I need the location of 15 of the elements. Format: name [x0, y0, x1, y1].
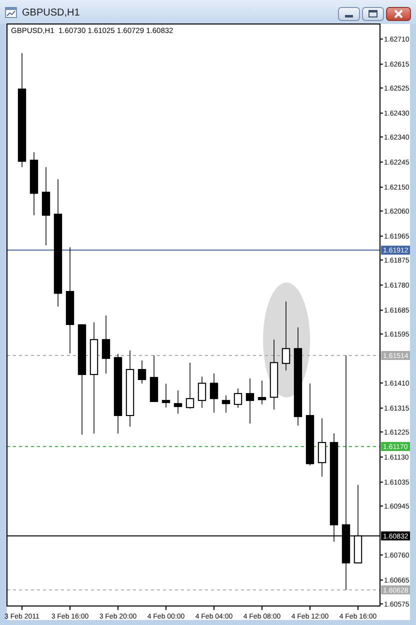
candlestick — [234, 388, 242, 408]
candlestick — [198, 376, 206, 408]
candlestick — [138, 360, 146, 384]
candlestick — [42, 166, 50, 246]
candlestick — [186, 362, 194, 410]
candlestick — [258, 380, 266, 405]
candlestick — [246, 378, 254, 424]
candlestick — [162, 383, 170, 408]
candlestick — [102, 315, 110, 374]
candlestick — [222, 394, 230, 414]
candlestick — [282, 301, 290, 372]
candlestick — [174, 390, 182, 414]
candlestick — [318, 418, 326, 478]
chart-title: GBPUSD,H1 — [22, 8, 80, 18]
candlestick — [210, 372, 218, 414]
